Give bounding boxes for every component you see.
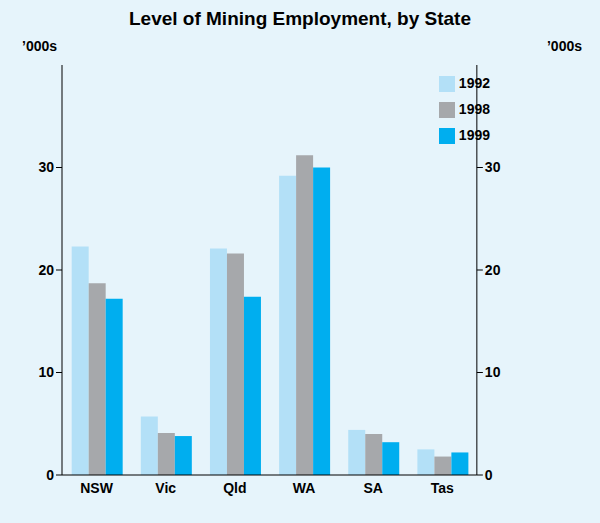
svg-text:WA: WA — [293, 480, 316, 496]
svg-text:Vic: Vic — [155, 480, 176, 496]
svg-text:NSW: NSW — [80, 480, 113, 496]
html-text:Level of Mining Employment, by: Level of Mining Employment, by State — [129, 8, 471, 29]
svg-text:30: 30 — [38, 159, 54, 175]
svg-text:10: 10 — [38, 364, 54, 380]
svg-text:0: 0 — [485, 467, 493, 483]
html-text:’000s: ’000s — [547, 38, 582, 54]
html-text:’000s: ’000s — [22, 38, 57, 54]
svg-text:Tas: Tas — [431, 480, 454, 496]
html-text:1998: 1998 — [458, 101, 490, 117]
svg-text:SA: SA — [363, 480, 382, 496]
html-text:1999: 1999 — [458, 127, 490, 143]
svg-text:20: 20 — [485, 262, 501, 278]
html-text:1992: 1992 — [458, 75, 490, 91]
svg-text:10: 10 — [485, 364, 501, 380]
svg-text:0: 0 — [46, 467, 54, 483]
svg-text:20: 20 — [38, 262, 54, 278]
svg-text:30: 30 — [485, 159, 501, 175]
svg-text:Qld: Qld — [223, 480, 246, 496]
